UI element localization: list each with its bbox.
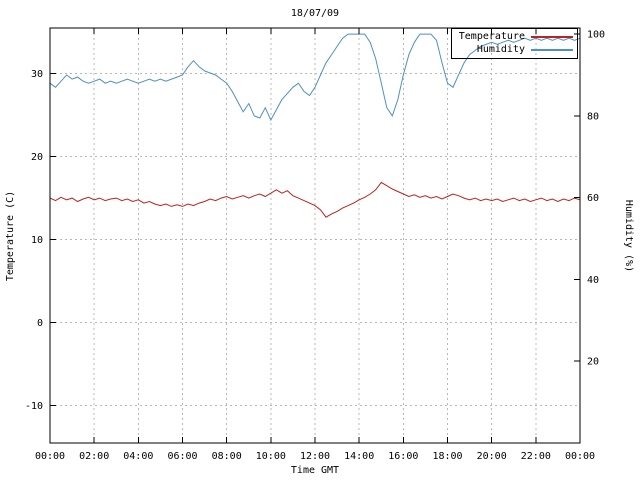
legend-label-humidity: Humidity <box>476 44 525 55</box>
legend-line-sample-temperature <box>531 36 573 38</box>
x-tick-label: 16:00 <box>388 451 418 462</box>
y-right-tick-label: 20 <box>587 357 599 368</box>
x-tick-label: 00:00 <box>35 451 65 462</box>
x-tick-label: 22:00 <box>521 451 551 462</box>
x-tick-label: 08:00 <box>212 451 242 462</box>
x-tick-label: 14:00 <box>344 451 374 462</box>
x-axis-label: Time GMT <box>290 465 340 476</box>
legend-item-temperature: Temperature <box>456 32 573 42</box>
y-left-tick-label: 20 <box>31 152 43 163</box>
humidity-line <box>50 33 580 122</box>
x-tick-label: 00:00 <box>565 451 595 462</box>
legend-line-sample-humidity <box>531 49 573 51</box>
x-tick-label: 06:00 <box>167 451 197 462</box>
plot-border <box>49 27 581 444</box>
legend-label-temperature: Temperature <box>458 31 525 42</box>
x-tick-label: 20:00 <box>477 451 507 462</box>
y-right-tick-label: 100 <box>587 30 605 41</box>
x-tick-label: 10:00 <box>256 451 286 462</box>
y-axis-label-temperature: Temperature (C) <box>5 190 16 282</box>
legend-item-humidity: Humidity <box>456 45 573 55</box>
y-right-tick-label: 60 <box>587 193 599 204</box>
y-left-tick-label: 10 <box>31 235 43 246</box>
x-tick-label: 18:00 <box>432 451 462 462</box>
y-left-tick-label: 0 <box>37 318 43 329</box>
y-right-tick-label: 40 <box>587 275 599 286</box>
x-tick-label: 04:00 <box>123 451 153 462</box>
x-tick-label: 12:00 <box>300 451 330 462</box>
chart-title: 18/07/09 <box>290 8 340 19</box>
y-left-tick-label: 30 <box>31 69 43 80</box>
y-right-tick-label: 80 <box>587 111 599 122</box>
legend: Temperature Humidity <box>451 28 578 59</box>
temperature-line <box>50 181 580 218</box>
y-left-tick-label: -10 <box>25 401 43 412</box>
x-tick-label: 02:00 <box>79 451 109 462</box>
y-axis-label-humidity: Humidity (%) <box>623 199 634 273</box>
